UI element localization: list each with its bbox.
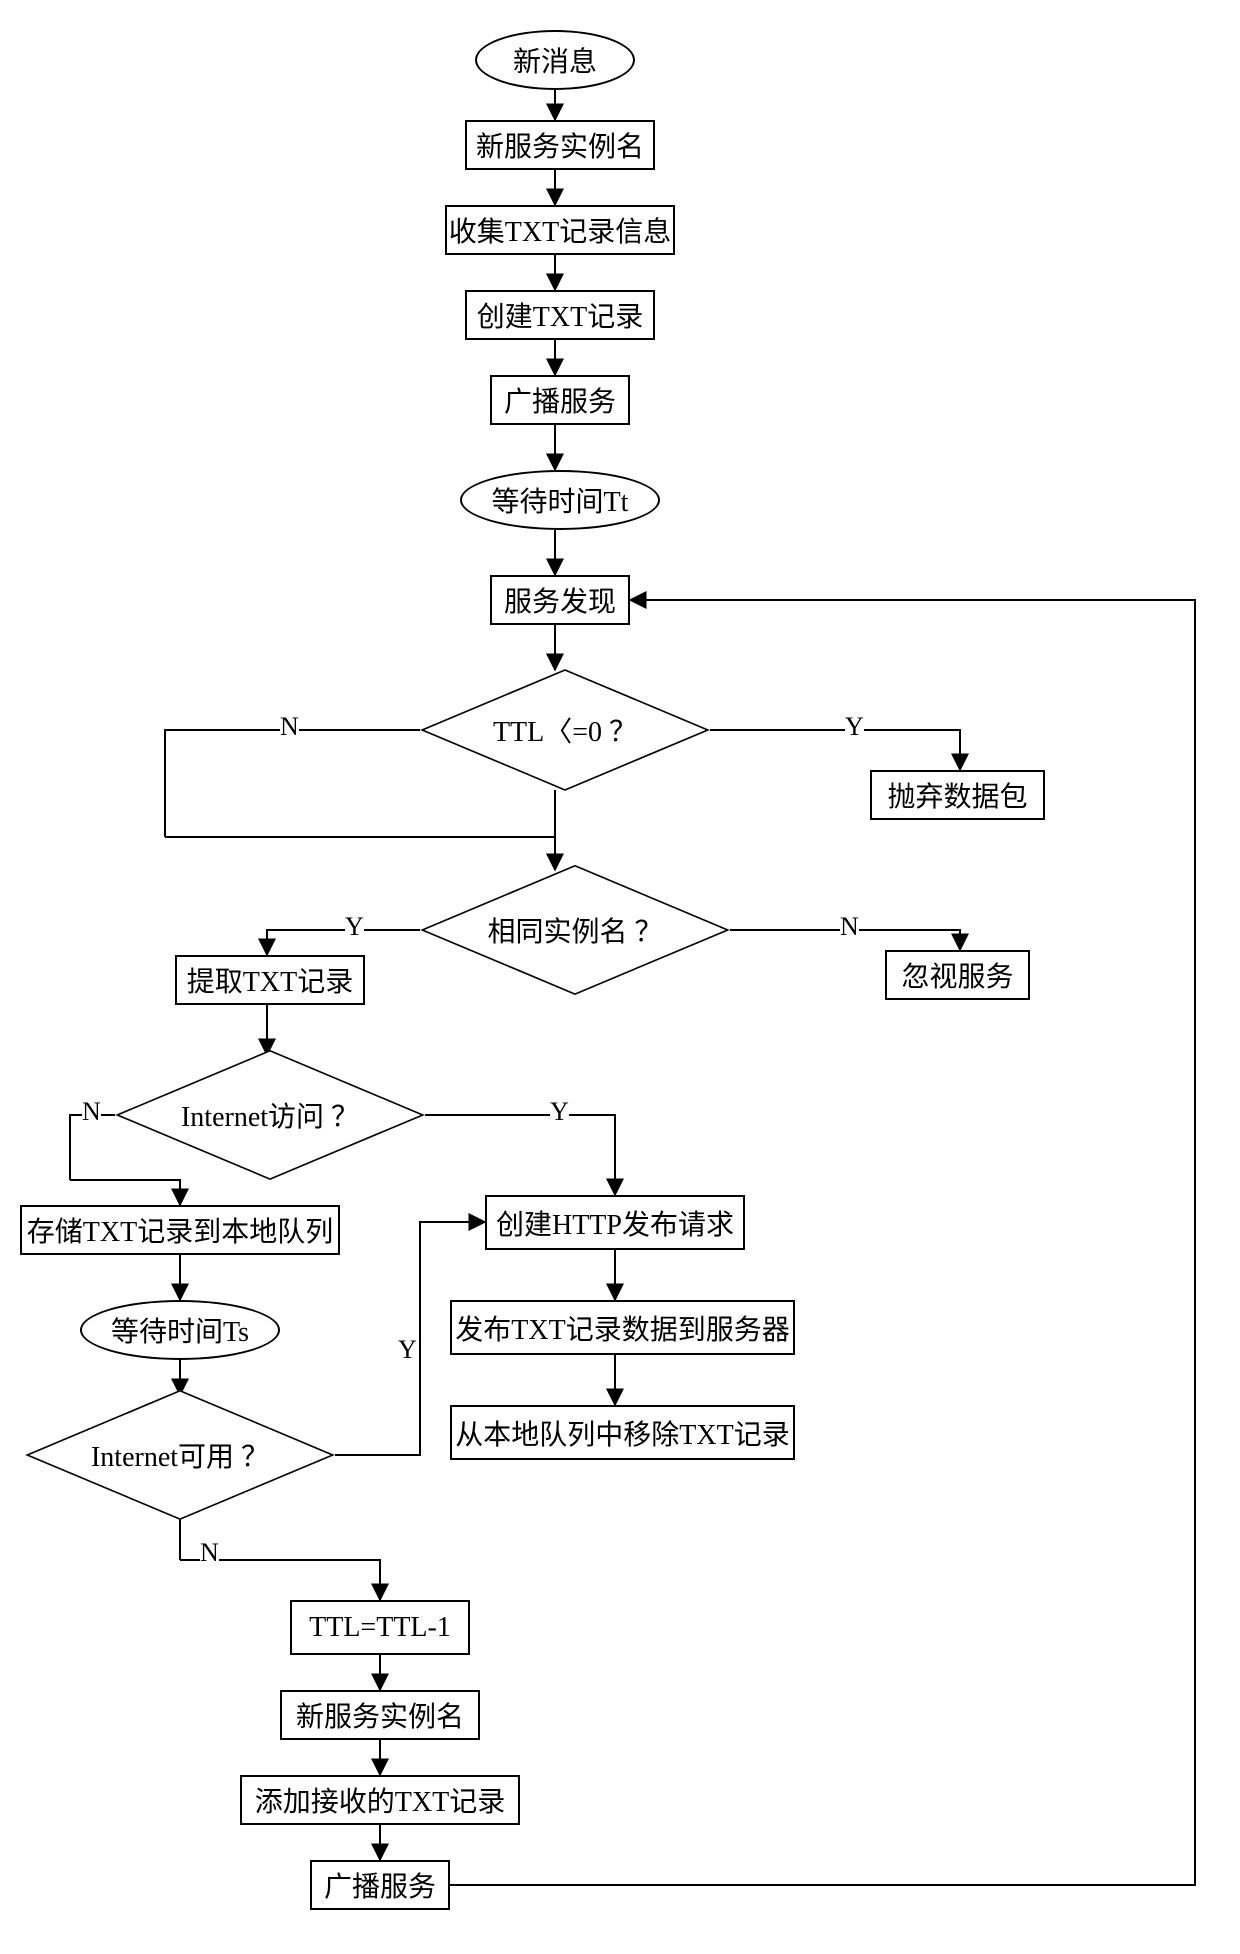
edge	[165, 730, 420, 837]
rect-n2: 收集TXT记录信息	[445, 205, 675, 255]
edge-label: Y	[345, 912, 364, 942]
diamond-d_same: 相同实例名 ？	[420, 870, 730, 990]
diamond-label: Internet访问 ？	[181, 1095, 359, 1135]
edge-label: Y	[550, 1097, 569, 1127]
edge-label: Y	[845, 712, 864, 742]
rect-remove: 从本地队列中移除TXT记录	[450, 1405, 795, 1460]
edge	[267, 930, 420, 955]
rect-drop: 抛弃数据包	[870, 770, 1045, 820]
edge	[70, 1180, 180, 1205]
diamond-d_ttl: TTL〈=0 ？	[420, 670, 710, 790]
rect-ttlminus: TTL=TTL-1	[290, 1600, 470, 1655]
rect-n3: 创建TXT记录	[465, 290, 655, 340]
ellipse-wait1: 等待时间Tt	[460, 470, 660, 530]
diamond-d_avail: Internet可用 ？	[25, 1395, 335, 1515]
edge-label: N	[840, 912, 859, 942]
edge-label: N	[82, 1097, 101, 1127]
edge	[710, 730, 960, 770]
rect-addtxt: 添加接收的TXT记录	[240, 1775, 520, 1825]
rect-store: 存储TXT记录到本地队列	[20, 1205, 340, 1255]
edge	[165, 837, 555, 870]
rect-broadcast2: 广播服务	[310, 1860, 450, 1910]
ellipse-wait2: 等待时间Ts	[80, 1300, 280, 1360]
diamond-label: 相同实例名 ？	[487, 910, 662, 950]
edge-label: N	[200, 1538, 219, 1568]
rect-n1: 新服务实例名	[465, 120, 655, 170]
edge-label: Y	[398, 1335, 417, 1365]
ellipse-start: 新消息	[475, 30, 635, 90]
edge-label: N	[280, 712, 299, 742]
rect-extract: 提取TXT记录	[175, 955, 365, 1005]
diamond-d_inet: Internet访问 ？	[115, 1055, 425, 1175]
rect-publish: 发布TXT记录数据到服务器	[450, 1300, 795, 1355]
rect-http: 创建HTTP发布请求	[485, 1195, 745, 1250]
edge	[425, 1115, 615, 1195]
rect-n4: 广播服务	[490, 375, 630, 425]
rect-discover: 服务发现	[490, 575, 630, 625]
diamond-label: TTL〈=0 ？	[493, 710, 637, 750]
rect-ignore: 忽视服务	[885, 950, 1030, 1000]
diamond-label: Internet可用 ？	[91, 1435, 269, 1475]
rect-newinst: 新服务实例名	[280, 1690, 480, 1740]
